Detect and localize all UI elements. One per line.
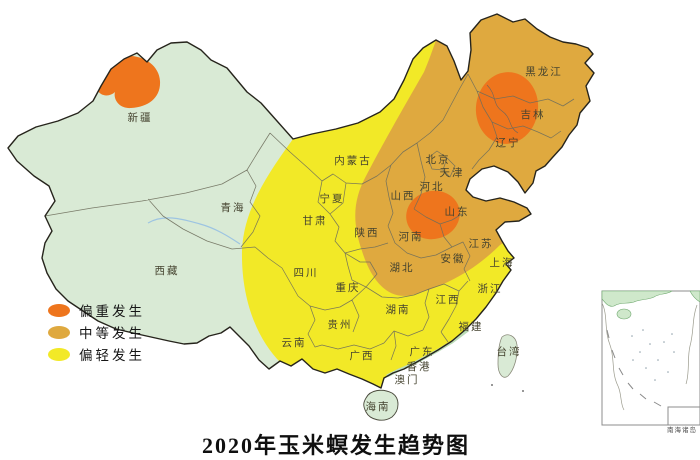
province-label-广东: 广东 [410,345,435,358]
province-label-上海: 上海 [490,256,515,269]
river-songhua [486,84,519,134]
hainan-island [363,389,399,421]
province-label-江苏: 江苏 [469,237,494,250]
province-label-河北: 河北 [420,181,445,193]
offshore-islet-dot [491,384,493,386]
province-label-青海: 青海 [221,201,246,214]
province-label-内蒙古: 内蒙古 [334,154,372,167]
province-label-辽宁: 辽宁 [496,136,521,149]
province-label-澳门: 澳门 [395,373,420,386]
inset-vietnam-coastline [601,302,625,411]
province-label-江西: 江西 [436,294,461,306]
province-label-湖南: 湖南 [386,303,411,316]
province-label-黑龙江: 黑龙江 [525,65,563,78]
legend-label: 偏轻发生 [79,348,145,363]
province-label-福建: 福建 [459,320,484,333]
province-borders [44,73,575,361]
province-label-安徽: 安徽 [441,252,466,265]
province-label-香港: 香港 [407,361,432,373]
province-label-吉林: 吉林 [521,108,546,121]
inset-hainan [616,308,632,320]
province-label-海南: 海南 [366,400,391,413]
province-label-河南: 河南 [399,230,424,243]
province-label-云南: 云南 [282,336,307,349]
offshore-islet-dot [522,390,524,392]
province-label-重庆: 重庆 [336,281,361,294]
province-label-台湾: 台湾 [497,345,522,358]
page-title: 2020年玉米螟发生趋势图 [201,433,470,458]
china-outline [7,13,595,389]
province-label-天津: 天津 [440,167,465,179]
legend-label: 偏重发生 [79,304,145,319]
heavy-swatch-icon [48,303,70,317]
south-china-sea-inset: 南海诸岛 [601,290,700,434]
province-label-陕西: 陕西 [355,226,380,239]
inset-island-specks [631,329,675,381]
province-label-西藏: 西藏 [155,265,180,277]
province-label-湖北: 湖北 [390,262,415,274]
region-heavy-spot-north-china-plain [406,190,460,240]
province-label-北京: 北京 [426,153,451,166]
province-label-浙江: 浙江 [478,283,503,295]
inset-coast-land [601,290,673,307]
inset-dash-boundary [606,329,662,407]
inset-taiwan-corner [689,290,700,303]
legend-label: 中等发生 [79,326,145,341]
province-label-山东: 山东 [445,205,470,218]
province-label-山西: 山西 [391,190,416,202]
province-label-甘肃: 甘肃 [303,214,328,227]
legend-item-heavy: 偏重发生 [48,299,145,321]
province-label-广西: 广西 [350,350,375,362]
light-swatch-icon [48,347,70,361]
river-qinghai [147,217,241,245]
taiwan-island [497,334,518,378]
legend-item-medium: 中等发生 [48,321,145,343]
province-label-宁夏: 宁夏 [320,192,345,205]
medium-swatch-icon [48,325,70,339]
inset-frame [601,290,700,426]
province-label-四川: 四川 [294,267,319,279]
province-label-新疆: 新疆 [128,111,153,124]
inset-philippines-coastline [685,304,698,385]
legend-item-light: 偏轻发生 [48,343,145,365]
province-label-贵州: 贵州 [328,318,353,331]
legend: 偏重发生 中等发生 偏轻发生 [48,299,145,365]
region-medium-occurrence-band [355,14,594,296]
inset-inner-box [667,406,700,426]
inset-caption: 南海诸岛 [667,425,697,434]
